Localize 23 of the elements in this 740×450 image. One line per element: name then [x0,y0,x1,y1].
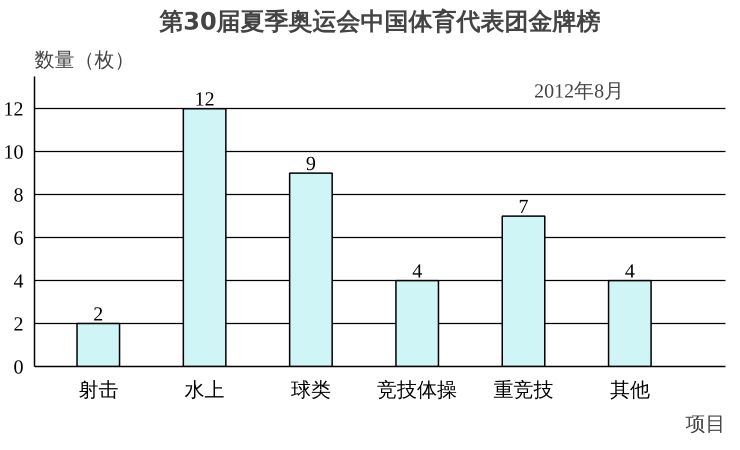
y-tick-label: 0 [14,356,24,378]
data-label: 12 [194,88,215,111]
y-tick-label: 6 [14,228,24,250]
x-axis-title: 项目 [686,412,726,436]
x-tick-label: 水上 [184,378,225,402]
x-tick-label: 竞技体操 [377,378,458,402]
data-label: 4 [624,260,635,283]
y-tick-label: 2 [14,314,24,336]
y-tick-label: 8 [14,184,24,207]
data-label: 4 [412,260,422,283]
data-label: 9 [306,153,316,176]
data-label: 7 [518,196,529,218]
chart-title: 第30届夏季奥运会中国体育代表团金牌榜 [158,8,601,36]
y-axis-title: 数量（枚） [34,48,134,72]
x-tick-label: 射击 [78,378,118,402]
x-tick-label: 其他 [610,378,650,402]
annotation: 2012年8月 [534,80,624,102]
y-tick-label: 4 [14,270,24,293]
y-tick-label: 12 [4,98,24,121]
x-tick-label: 球类 [290,378,331,402]
data-label: 2 [93,304,104,326]
x-tick-label: 重竞技 [494,378,554,402]
y-tick-label: 10 [4,142,24,164]
